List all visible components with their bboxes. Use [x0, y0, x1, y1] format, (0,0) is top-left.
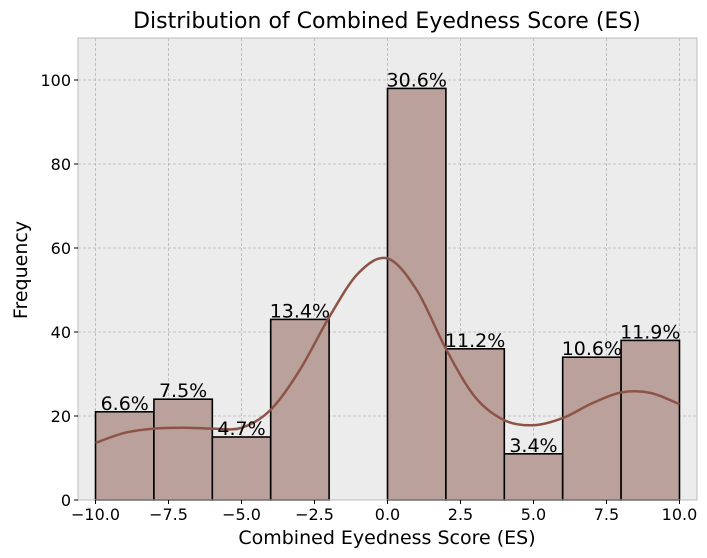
y-tick-label: 0	[61, 491, 71, 510]
histogram-bar	[561, 356, 622, 501]
bar-percentage-label: 6.6%	[101, 393, 149, 415]
x-tick-label: 5.0	[521, 505, 546, 524]
bar-percentage-label: 10.6%	[562, 338, 622, 360]
y-axis-ticks: 0 20 40 60 80 100	[40, 71, 78, 510]
x-tick-label: −10.0	[71, 505, 120, 524]
histogram-bar	[211, 436, 272, 501]
x-tick-label: 2.5	[448, 505, 473, 524]
x-tick-label: −5.0	[222, 505, 261, 524]
histogram-bar	[386, 87, 447, 501]
histogram-bar	[269, 318, 330, 501]
histogram-bar	[153, 398, 214, 501]
histogram-bar	[445, 347, 506, 501]
bar-percentage-label: 11.2%	[445, 330, 505, 352]
x-tick-label: −2.5	[295, 505, 334, 524]
bar-percentage-label: 3.4%	[509, 435, 557, 457]
y-tick-label: 100	[40, 71, 71, 90]
bar-percentage-labels: 6.6% 7.5% 4.7% 13.4% 30.6% 11.2% 3.4% 10.6%11.9…	[101, 69, 681, 456]
histogram-bar	[503, 452, 564, 501]
x-tick-label: 10.0	[662, 505, 698, 524]
x-axis-ticks: −10.0 −7.5 −5.0 −2.5 0.0 2.5 5.0 7.5 10.0	[71, 500, 697, 524]
x-axis-label: Combined Eyedness Score (ES)	[238, 527, 535, 549]
histogram-bars	[94, 87, 681, 501]
bar-percentage-label: 30.6%	[387, 69, 447, 91]
histogram-bar	[620, 339, 681, 501]
x-tick-label: 0.0	[375, 505, 400, 524]
histogram-bar	[94, 410, 155, 501]
bar-percentage-label: 11.9%	[620, 321, 680, 343]
y-tick-label: 20	[51, 407, 71, 426]
y-tick-label: 80	[51, 155, 71, 174]
bar-percentage-label: 13.4%	[270, 300, 330, 322]
kde-curve	[95, 256, 680, 445]
x-tick-label: 7.5	[594, 505, 619, 524]
bar-percentage-label: 7.5%	[159, 380, 207, 402]
chart-title: Distribution of Combined Eyedness Score …	[133, 9, 641, 34]
y-tick-label: 40	[51, 323, 71, 342]
y-axis-label: Frequency	[10, 221, 32, 319]
bar-percentage-label: 4.7%	[217, 418, 265, 440]
y-tick-label: 60	[51, 239, 71, 258]
x-tick-label: −7.5	[149, 505, 188, 524]
